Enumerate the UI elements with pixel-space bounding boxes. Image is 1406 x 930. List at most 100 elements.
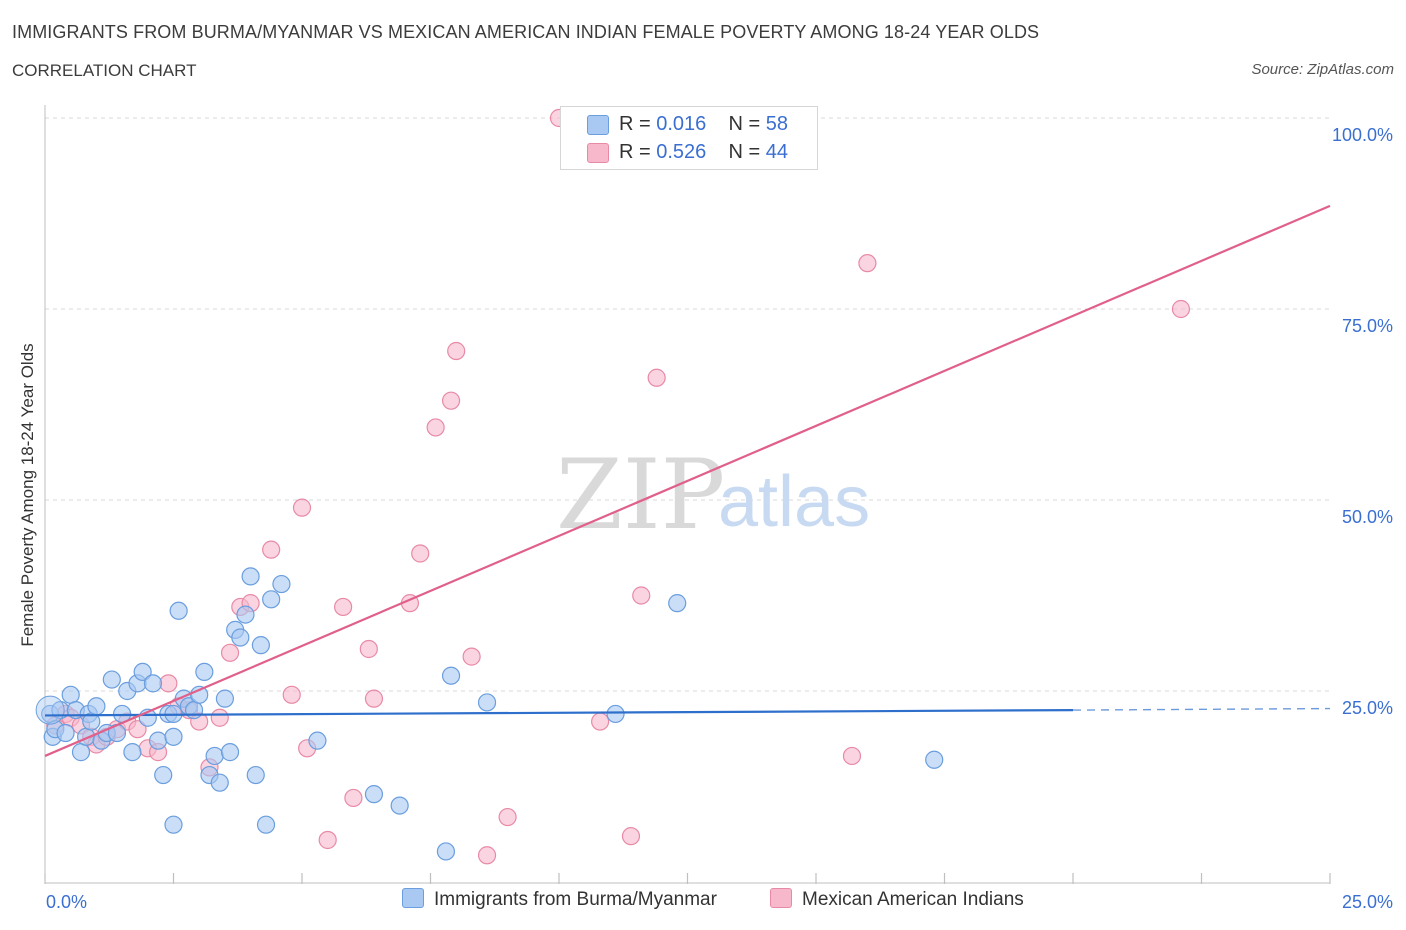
point-mexican-american-indian bbox=[128, 720, 147, 739]
point-burma-myanmar bbox=[205, 746, 224, 766]
point-mexican-american-indian bbox=[462, 647, 481, 666]
point-burma-myanmar bbox=[102, 670, 121, 689]
point-burma-myanmar bbox=[251, 636, 270, 655]
point-burma-myanmar bbox=[210, 773, 229, 792]
trend-line-burma bbox=[44, 708, 1074, 717]
point-burma-myanmar bbox=[123, 743, 142, 762]
chart-subtitle: CORRELATION CHART bbox=[12, 61, 197, 80]
point-burma-myanmar bbox=[87, 697, 106, 716]
bottom-legend-label: Immigrants from Burma/Myanmar bbox=[434, 889, 717, 910]
y-tick-label: 75.0% bbox=[1342, 316, 1393, 336]
point-mexican-american-indian bbox=[441, 391, 461, 410]
point-burma-myanmar bbox=[236, 605, 255, 624]
point-burma-myanmar bbox=[477, 693, 497, 712]
point-mexican-american-indian bbox=[411, 544, 430, 563]
x-tick-label: 0.0% bbox=[46, 892, 87, 912]
y-tick-label: 25.0% bbox=[1342, 698, 1393, 718]
point-burma-myanmar bbox=[246, 765, 265, 785]
legend-swatch-pink bbox=[587, 143, 609, 163]
source-credit: Source: ZipAtlas.com bbox=[1251, 61, 1394, 78]
legend-swatch-blue bbox=[587, 115, 609, 135]
watermark: ZIP atlas bbox=[556, 439, 870, 551]
point-burma-myanmar bbox=[241, 567, 260, 586]
point-burma-myanmar bbox=[441, 666, 461, 685]
point-mexican-american-indian bbox=[364, 689, 384, 708]
point-burma-myanmar bbox=[133, 662, 152, 682]
point-mexican-american-indian bbox=[359, 639, 378, 659]
point-burma-myanmar bbox=[35, 695, 65, 725]
point-mexican-american-indian bbox=[632, 586, 651, 605]
point-burma-myanmar bbox=[668, 594, 687, 613]
watermark-zip: ZIP bbox=[556, 439, 725, 551]
x-tick-label: 25.0% bbox=[1342, 892, 1393, 912]
trend-line-burma-extrapolated bbox=[1072, 707, 1331, 711]
legend-n-label: N = bbox=[728, 113, 766, 135]
bottom-legend-swatch-pink bbox=[770, 888, 792, 908]
point-mexican-american-indian bbox=[292, 498, 312, 517]
trend-lines bbox=[44, 204, 1331, 757]
point-burma-myanmar bbox=[148, 731, 168, 750]
point-burma-myanmar bbox=[925, 750, 944, 769]
point-mexican-american-indian bbox=[447, 341, 466, 361]
legend-r-label: R = bbox=[619, 141, 657, 163]
y-tick-label: 100.0% bbox=[1332, 125, 1393, 145]
point-burma-myanmar bbox=[436, 842, 456, 861]
point-mexican-american-indian bbox=[647, 368, 666, 387]
legend-r-value: 0.526 bbox=[656, 141, 707, 163]
point-burma-myanmar bbox=[390, 796, 409, 815]
bottom-legend-burma: Immigrants from Burma/Myanmar bbox=[402, 888, 717, 911]
point-burma-myanmar bbox=[154, 765, 173, 785]
point-burma-myanmar bbox=[220, 743, 240, 762]
watermark-atlas: atlas bbox=[718, 462, 870, 542]
bottom-legend-mexican: Mexican American Indians bbox=[770, 888, 1024, 911]
point-mexican-american-indian bbox=[344, 788, 363, 808]
point-mexican-american-indian bbox=[210, 708, 229, 727]
point-burma-myanmar bbox=[164, 815, 183, 834]
point-mexican-american-indian bbox=[282, 685, 301, 704]
legend-n-value: 58 bbox=[765, 113, 789, 135]
point-mexican-american-indian bbox=[426, 418, 445, 437]
point-burma-myanmar bbox=[215, 689, 234, 708]
point-burma-myanmar bbox=[143, 674, 163, 693]
point-mexican-american-indian bbox=[621, 827, 641, 846]
point-burma-myanmar bbox=[71, 743, 91, 762]
point-burma-myanmar bbox=[364, 785, 384, 804]
point-mexican-american-indian bbox=[842, 746, 862, 766]
point-mexican-american-indian bbox=[477, 846, 497, 865]
point-burma-myanmar bbox=[262, 590, 281, 609]
point-burma-myanmar bbox=[61, 685, 80, 704]
point-burma-myanmar bbox=[195, 662, 214, 682]
point-burma-myanmar bbox=[164, 727, 183, 746]
point-mexican-american-indian bbox=[858, 254, 877, 273]
point-burma-myanmar bbox=[56, 723, 75, 743]
legend-r-label: R = bbox=[619, 113, 657, 135]
legend-n-label: N = bbox=[728, 141, 766, 163]
bottom-legend-label: Mexican American Indians bbox=[802, 889, 1024, 910]
point-burma-myanmar bbox=[184, 700, 204, 720]
point-burma-myanmar bbox=[606, 704, 625, 724]
legend-n-value: 44 bbox=[765, 141, 789, 163]
trend-line-mexican bbox=[44, 204, 1331, 757]
point-mexican-american-indian bbox=[1171, 299, 1191, 319]
point-mexican-american-indian bbox=[498, 807, 517, 827]
point-burma-myanmar bbox=[231, 628, 250, 647]
tick-labels: 25.0% 50.0% 75.0% 100.0% 0.0% 25.0% bbox=[46, 125, 1393, 912]
point-mexican-american-indian bbox=[591, 712, 610, 731]
point-burma-myanmar bbox=[169, 601, 188, 620]
axes bbox=[44, 105, 1331, 884]
data-points bbox=[35, 108, 1191, 865]
legend-r-value: 0.016 bbox=[656, 113, 707, 135]
point-burma-myanmar bbox=[308, 731, 327, 750]
bottom-legend-swatch-blue bbox=[402, 888, 424, 908]
y-tick-label: 50.0% bbox=[1342, 507, 1393, 527]
chart-title: IMMIGRANTS FROM BURMA/MYANMAR VS MEXICAN… bbox=[12, 22, 1040, 42]
point-mexican-american-indian bbox=[318, 830, 337, 850]
correlation-legend: R = 0.016 N = 58 R = 0.526 N = 44 bbox=[560, 106, 818, 170]
point-mexican-american-indian bbox=[262, 540, 281, 559]
point-mexican-american-indian bbox=[334, 597, 353, 617]
point-mexican-american-indian bbox=[220, 643, 240, 662]
point-burma-myanmar bbox=[272, 574, 291, 594]
point-mexican-american-indian bbox=[159, 674, 178, 693]
point-burma-myanmar bbox=[256, 815, 276, 834]
